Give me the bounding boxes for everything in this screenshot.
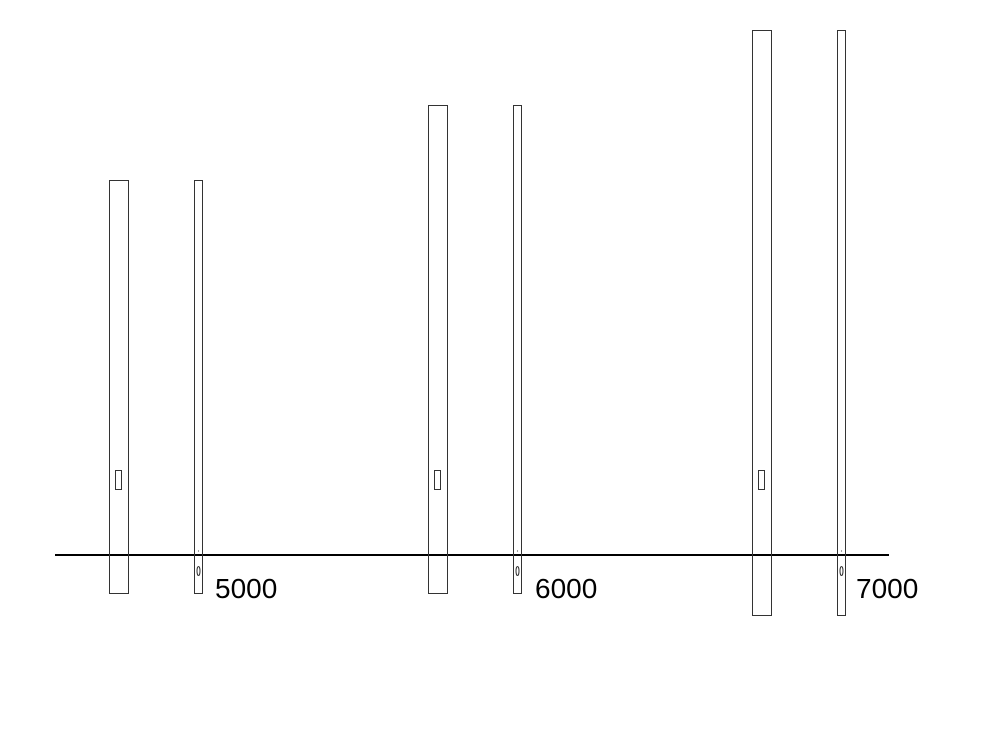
height-label-5000: 5000	[215, 573, 277, 604]
pole-front-view-6000	[428, 105, 448, 594]
marker-dot-5000	[197, 550, 200, 552]
height-label-7000: 7000	[856, 573, 918, 604]
marker-dot-7000	[840, 550, 843, 552]
pole-side-view-5000	[194, 180, 203, 594]
access-door-6000	[434, 470, 441, 490]
cable-entry-6000	[515, 566, 520, 576]
access-door-5000	[115, 470, 122, 490]
cable-entry-5000	[196, 566, 201, 576]
pole-front-view-5000	[109, 180, 129, 594]
cable-entry-7000	[839, 566, 844, 576]
pole-side-view-7000	[837, 30, 846, 616]
access-door-7000	[758, 470, 765, 490]
pole-front-view-7000	[752, 30, 772, 616]
marker-dot-6000	[516, 550, 519, 552]
height-label-6000: 6000	[535, 573, 597, 604]
pole-side-view-6000	[513, 105, 522, 594]
